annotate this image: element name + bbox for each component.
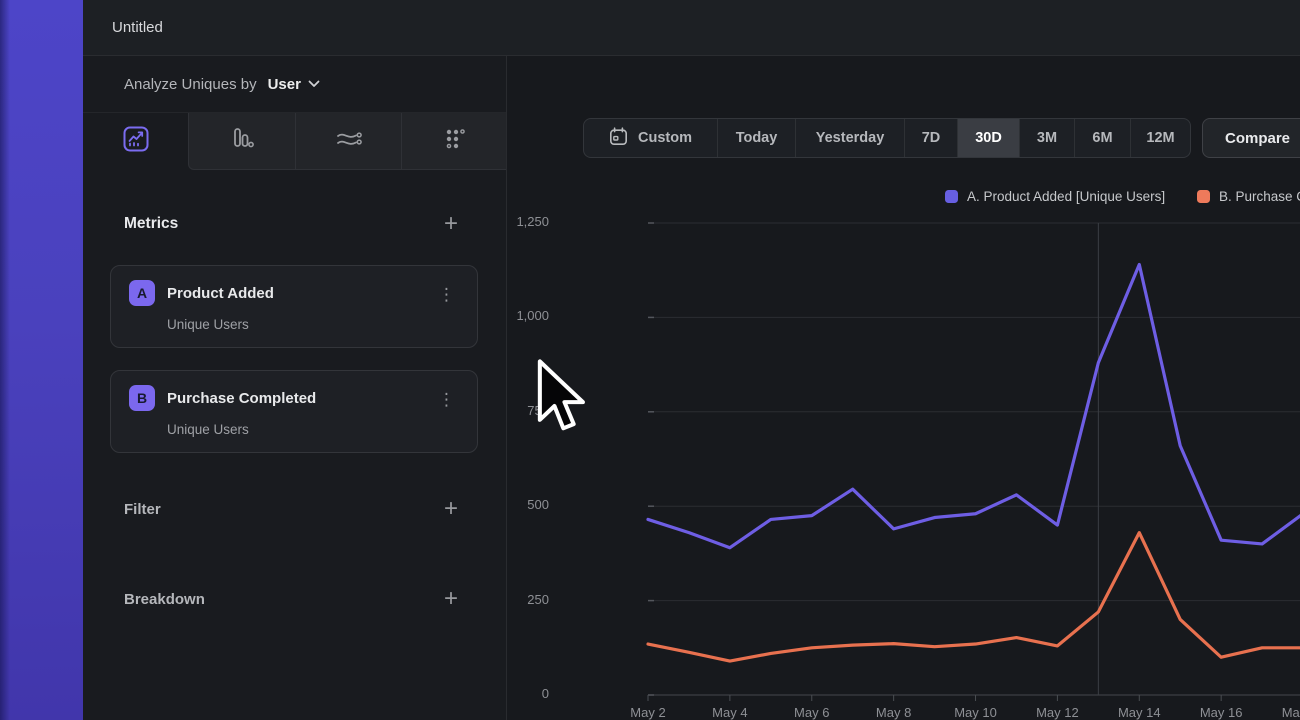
range-3m[interactable]: 3M	[1019, 119, 1074, 157]
range-label: 7D	[922, 130, 941, 146]
chart-panel: Custom Today Yesterday 7D 30D 3M 6M 12M …	[506, 56, 1300, 720]
legend-item-b[interactable]: B. Purchase Completed [Unique Users]	[1197, 189, 1300, 204]
legend-label: A. Product Added [Unique Users]	[967, 189, 1165, 204]
legend-item-a[interactable]: A. Product Added [Unique Users]	[945, 189, 1165, 204]
metric-card-b[interactable]: B Purchase Completed ⋮ Unique Users	[110, 370, 478, 453]
breakdown-section: Breakdown +	[124, 589, 462, 609]
range-label: 30D	[975, 130, 1002, 146]
range-label: Today	[736, 130, 778, 146]
flow-icon	[335, 126, 363, 157]
metric-card-a[interactable]: A Product Added ⋮ Unique Users	[110, 265, 478, 348]
analyze-by-value: User	[268, 76, 301, 93]
x-axis-label: May 14	[1107, 705, 1171, 720]
tab-flow[interactable]	[295, 113, 401, 169]
metric-badge-b: B	[129, 385, 155, 411]
metric-badge-a: A	[129, 280, 155, 306]
y-axis-label: 1,250	[449, 214, 549, 229]
range-30d[interactable]: 30D	[957, 119, 1019, 157]
x-axis-label: May 16	[1189, 705, 1253, 720]
query-sidebar: Analyze Uniques by User	[83, 56, 507, 720]
metric-name: Purchase Completed	[167, 390, 316, 407]
date-range-selector: Custom Today Yesterday 7D 30D 3M 6M 12M	[583, 118, 1191, 158]
range-label: Yesterday	[816, 130, 885, 146]
metric-options-button[interactable]: ⋮	[432, 284, 461, 305]
top-bar: Untitled	[83, 0, 1300, 56]
metrics-header: Metrics +	[124, 214, 462, 234]
x-axis-label: May 8	[862, 705, 926, 720]
y-axis-label: 0	[449, 686, 549, 701]
metrics-title: Metrics	[124, 215, 178, 233]
bar-chart-icon	[229, 126, 255, 157]
tab-grid[interactable]	[401, 113, 507, 169]
legend-label: B. Purchase Completed [Unique Users]	[1219, 189, 1300, 204]
grid-dots-icon	[442, 126, 468, 157]
line-chart-icon	[123, 126, 149, 157]
y-axis-label: 1,000	[449, 308, 549, 323]
range-7d[interactable]: 7D	[904, 119, 957, 157]
x-axis-label: May 4	[698, 705, 762, 720]
range-label: 12M	[1146, 130, 1174, 146]
range-12m[interactable]: 12M	[1130, 119, 1190, 157]
y-axis-label: 500	[449, 497, 549, 512]
range-label: 3M	[1037, 130, 1057, 146]
y-axis-label: 750	[449, 403, 549, 418]
brand-gradient-strip	[0, 0, 83, 720]
x-axis-label: May 18	[1271, 705, 1300, 720]
inactive-tab-group	[188, 113, 507, 170]
analyze-by-dropdown[interactable]: User	[268, 76, 320, 93]
metric-name: Product Added	[167, 285, 274, 302]
analyze-by-label: Analyze Uniques by	[124, 76, 257, 93]
range-custom[interactable]: Custom	[584, 119, 717, 157]
calendar-icon	[609, 127, 628, 150]
x-axis-label: May 2	[616, 705, 680, 720]
tab-line-chart[interactable]	[83, 113, 188, 170]
tab-bar-chart[interactable]	[189, 113, 295, 169]
range-yesterday[interactable]: Yesterday	[795, 119, 904, 157]
y-axis-label: 250	[449, 592, 549, 607]
x-axis-label: May 6	[780, 705, 844, 720]
filter-title: Filter	[124, 501, 161, 518]
range-label: Custom	[638, 130, 692, 146]
chart-type-tabs	[83, 112, 507, 170]
mouse-cursor	[536, 357, 586, 440]
legend-swatch-purple	[945, 190, 958, 203]
x-axis-label: May 10	[944, 705, 1008, 720]
report-title: Untitled	[112, 19, 163, 36]
range-today[interactable]: Today	[717, 119, 795, 157]
x-axis-label: May 12	[1025, 705, 1089, 720]
metric-measure: Unique Users	[167, 317, 249, 332]
line-chart-plot[interactable]	[648, 223, 1300, 705]
chevron-down-icon	[308, 80, 320, 88]
compare-button[interactable]: Compare	[1202, 118, 1300, 158]
range-6m[interactable]: 6M	[1074, 119, 1130, 157]
compare-label: Compare	[1225, 130, 1290, 147]
metric-measure: Unique Users	[167, 422, 249, 437]
insights-app: Untitled Analyze Uniques by User	[0, 0, 1300, 720]
range-label: 6M	[1092, 130, 1112, 146]
breakdown-title: Breakdown	[124, 591, 205, 608]
legend-swatch-orange	[1197, 190, 1210, 203]
analyze-by-row: Analyze Uniques by User	[83, 56, 507, 112]
filter-section: Filter +	[124, 499, 462, 519]
